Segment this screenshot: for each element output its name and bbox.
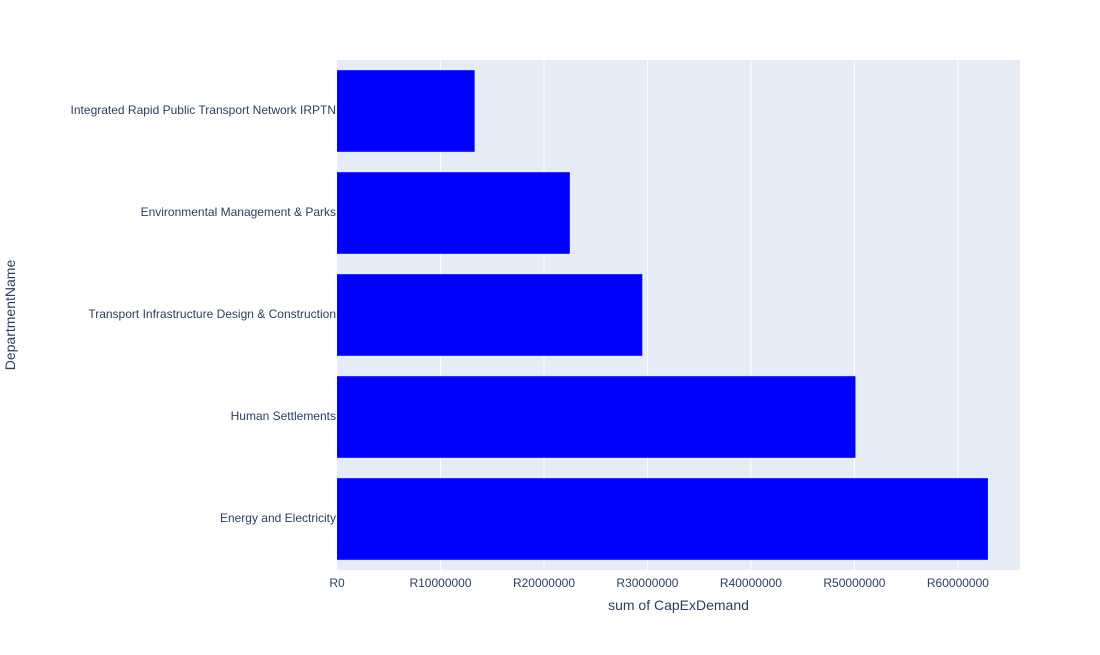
- x-tick-label: R20000000: [513, 576, 575, 590]
- x-tick-label: R50000000: [823, 576, 885, 590]
- x-tick-label: R30000000: [616, 576, 678, 590]
- y-tick-label: Environmental Management & Parks: [141, 205, 336, 219]
- y-axis-ticks: Integrated Rapid Public Transport Networ…: [71, 103, 336, 525]
- x-tick-label: R60000000: [927, 576, 989, 590]
- bar[interactable]: [337, 172, 570, 254]
- bar[interactable]: [337, 478, 988, 560]
- y-tick-label: Integrated Rapid Public Transport Networ…: [71, 103, 336, 117]
- x-axis-title: sum of CapExDemand: [608, 597, 749, 613]
- x-tick-label: R10000000: [409, 576, 471, 590]
- y-axis-title: DepartmentName: [2, 260, 18, 371]
- x-tick-label: R40000000: [720, 576, 782, 590]
- x-tick-label: R0: [329, 576, 345, 590]
- bars: [337, 70, 988, 560]
- y-tick-label: Transport Infrastructure Design & Constr…: [88, 307, 336, 321]
- bar[interactable]: [337, 70, 475, 152]
- y-tick-label: Human Settlements: [231, 409, 336, 423]
- bar[interactable]: [337, 274, 643, 356]
- x-axis-ticks: R0 R10000000 R20000000 R30000000 R40000000 R5…: [329, 576, 989, 590]
- bar[interactable]: [337, 376, 856, 458]
- y-tick-label: Energy and Electricity: [220, 511, 336, 525]
